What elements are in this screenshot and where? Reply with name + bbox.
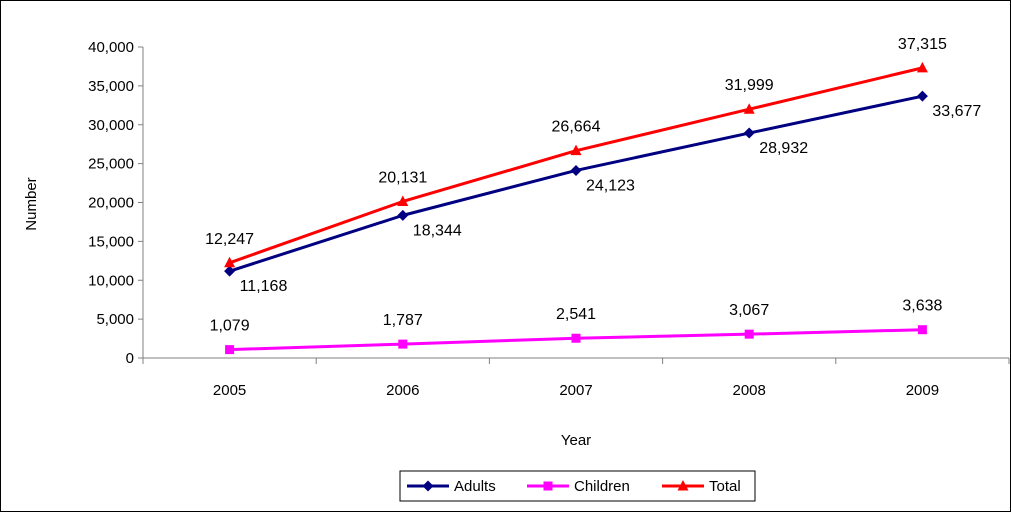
data-point-adults <box>743 127 755 139</box>
data-point-total <box>916 61 928 73</box>
x-tick-label: 2006 <box>386 382 419 399</box>
legend-label-adults: Adults <box>454 478 496 495</box>
data-point-total <box>224 256 236 268</box>
series-total: 12,247 20,131 26,664 31,999 37,315 <box>205 36 947 268</box>
data-point-adults <box>916 90 928 102</box>
data-label-children: 2,541 <box>556 306 596 323</box>
legend-item-children: Children <box>527 478 630 495</box>
x-tick-label: 2007 <box>559 382 592 399</box>
series-layer: 11,168 18,344 24,123 28,932 33,677 1,079 1,787… <box>205 36 981 355</box>
data-label-total: 26,664 <box>552 119 601 136</box>
y-tick-label: 20,000 <box>88 195 134 212</box>
legend-marker-adults <box>422 480 434 492</box>
y-tick-label: 30,000 <box>88 117 134 134</box>
legend-item-total: Total <box>662 478 741 495</box>
data-point-total <box>743 103 755 114</box>
y-tick-label: 0 <box>126 350 134 367</box>
data-point-adults <box>397 209 409 221</box>
series-adults: 11,168 18,344 24,123 28,932 33,677 <box>224 90 981 295</box>
data-label-children: 1,079 <box>210 318 250 335</box>
data-label-adults: 33,677 <box>932 103 981 120</box>
x-tick-label: 2005 <box>213 382 246 399</box>
legend-marker-total <box>677 480 689 491</box>
legend-marker-children <box>543 481 553 491</box>
legend: Adults Children Total <box>399 470 756 502</box>
legend-item-adults: Adults <box>407 478 496 495</box>
x-tick-label: 2008 <box>733 382 766 399</box>
y-axis-title: Number <box>23 177 40 230</box>
data-label-adults: 18,344 <box>413 222 462 239</box>
data-label-children: 3,638 <box>902 298 942 315</box>
data-label-children: 1,787 <box>383 312 423 329</box>
legend-label-children: Children <box>574 478 630 495</box>
data-label-total: 20,131 <box>378 169 427 186</box>
x-axis-ticks: 2005 2006 2007 2008 2009 <box>142 358 1010 399</box>
series-children: 1,079 1,787 2,541 3,067 3,638 <box>210 298 943 355</box>
data-point-children <box>225 345 235 355</box>
y-tick-label: 35,000 <box>88 78 134 95</box>
x-tick-label: 2009 <box>906 382 939 399</box>
data-label-total: 12,247 <box>205 231 254 248</box>
x-axis-title: Year <box>561 432 591 449</box>
data-point-adults <box>224 265 236 277</box>
data-point-children <box>398 339 408 349</box>
data-label-adults: 11,168 <box>240 278 288 295</box>
data-label-adults: 28,932 <box>759 140 808 157</box>
y-tick-label: 10,000 <box>88 272 134 289</box>
data-label-children: 3,067 <box>729 302 769 319</box>
y-tick-label: 40,000 <box>88 39 134 56</box>
y-tick-label: 25,000 <box>88 156 134 173</box>
y-tick-label: 15,000 <box>88 233 134 250</box>
data-point-children <box>744 329 754 339</box>
data-label-adults: 24,123 <box>586 177 635 194</box>
y-tick-label: 5,000 <box>96 311 134 328</box>
data-label-total: 37,315 <box>898 36 947 53</box>
y-axis-ticks: 0 5,000 10,000 15,000 20,000 25,000 30,000 35,0… <box>88 39 143 367</box>
data-point-children <box>571 333 581 343</box>
data-point-adults <box>570 164 582 176</box>
legend-label-total: Total <box>709 478 741 495</box>
data-point-total <box>570 144 582 156</box>
data-point-total <box>397 195 409 206</box>
data-label-total: 31,999 <box>725 77 774 94</box>
data-point-children <box>917 325 927 335</box>
